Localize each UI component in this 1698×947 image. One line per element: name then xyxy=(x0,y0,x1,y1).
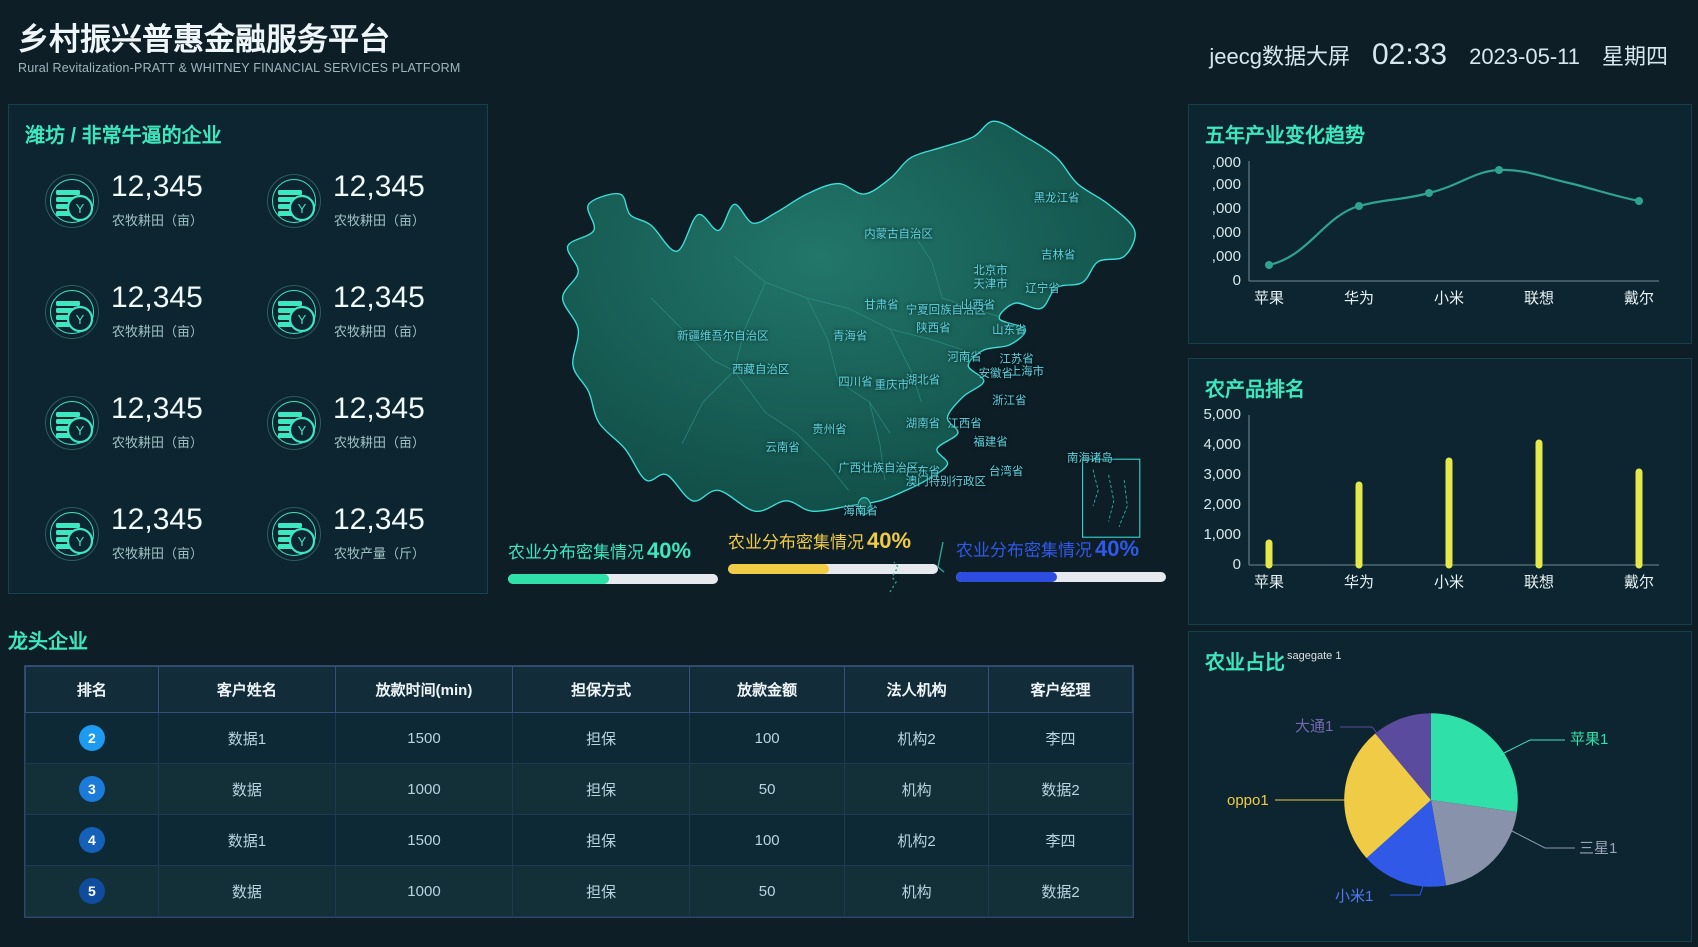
svg-text:戴尔: 戴尔 xyxy=(1624,574,1654,591)
svg-text:小米: 小米 xyxy=(1434,574,1464,591)
svg-text:,000: ,000 xyxy=(1212,224,1241,241)
svg-text:苹果: 苹果 xyxy=(1254,290,1284,307)
svg-text:Y: Y xyxy=(76,201,85,216)
svg-text:,000: ,000 xyxy=(1212,200,1241,217)
svg-text:4,000: 4,000 xyxy=(1203,436,1241,453)
svg-text:5,000: 5,000 xyxy=(1203,406,1241,423)
svg-text:华为: 华为 xyxy=(1344,290,1374,307)
svg-text:Y: Y xyxy=(298,201,307,216)
svg-text:苹果: 苹果 xyxy=(1254,574,1284,591)
svg-text:苹果1: 苹果1 xyxy=(1570,731,1608,748)
svg-text:大通1: 大通1 xyxy=(1295,718,1333,735)
svg-text:Y: Y xyxy=(76,423,85,438)
svg-text:2,000: 2,000 xyxy=(1203,496,1241,513)
svg-text:oppo1: oppo1 xyxy=(1227,792,1269,809)
svg-text:1,000: 1,000 xyxy=(1203,526,1241,543)
svg-text:Y: Y xyxy=(298,423,307,438)
svg-text:小米1: 小米1 xyxy=(1335,888,1373,905)
svg-text:小米: 小米 xyxy=(1434,290,1464,307)
svg-text:联想: 联想 xyxy=(1524,574,1554,591)
svg-text:Y: Y xyxy=(298,312,307,327)
svg-text:,000: ,000 xyxy=(1212,154,1241,171)
svg-text:联想: 联想 xyxy=(1524,290,1554,307)
svg-text:Y: Y xyxy=(298,534,307,549)
svg-text:,000: ,000 xyxy=(1212,248,1241,265)
svg-text:Y: Y xyxy=(76,312,85,327)
svg-text:,000: ,000 xyxy=(1212,176,1241,193)
svg-text:华为: 华为 xyxy=(1344,574,1374,591)
svg-text:3,000: 3,000 xyxy=(1203,466,1241,483)
svg-text:0: 0 xyxy=(1233,556,1241,573)
svg-text:戴尔: 戴尔 xyxy=(1624,290,1654,307)
svg-text:三星1: 三星1 xyxy=(1579,840,1617,857)
svg-text:Y: Y xyxy=(76,534,85,549)
svg-text:0: 0 xyxy=(1233,272,1241,289)
